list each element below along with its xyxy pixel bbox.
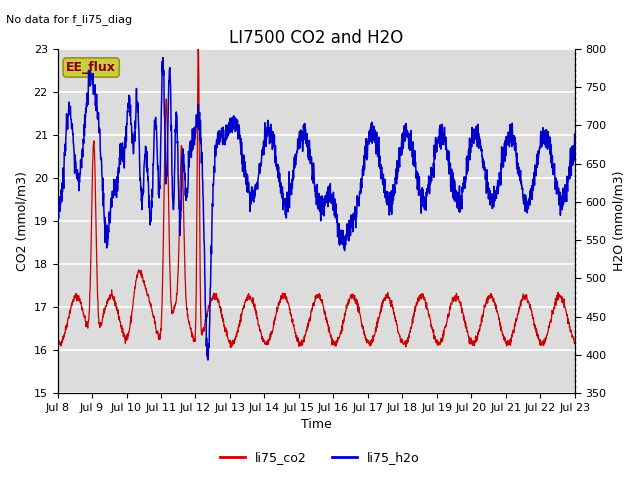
Y-axis label: CO2 (mmol/m3): CO2 (mmol/m3) [15,171,28,271]
X-axis label: Time: Time [301,419,332,432]
Title: LI7500 CO2 and H2O: LI7500 CO2 and H2O [229,29,403,48]
Text: EE_flux: EE_flux [66,61,116,74]
Y-axis label: H2O (mmol/m3): H2O (mmol/m3) [612,171,625,271]
Text: No data for f_li75_diag: No data for f_li75_diag [6,14,132,25]
Legend: li75_co2, li75_h2o: li75_co2, li75_h2o [215,446,425,469]
